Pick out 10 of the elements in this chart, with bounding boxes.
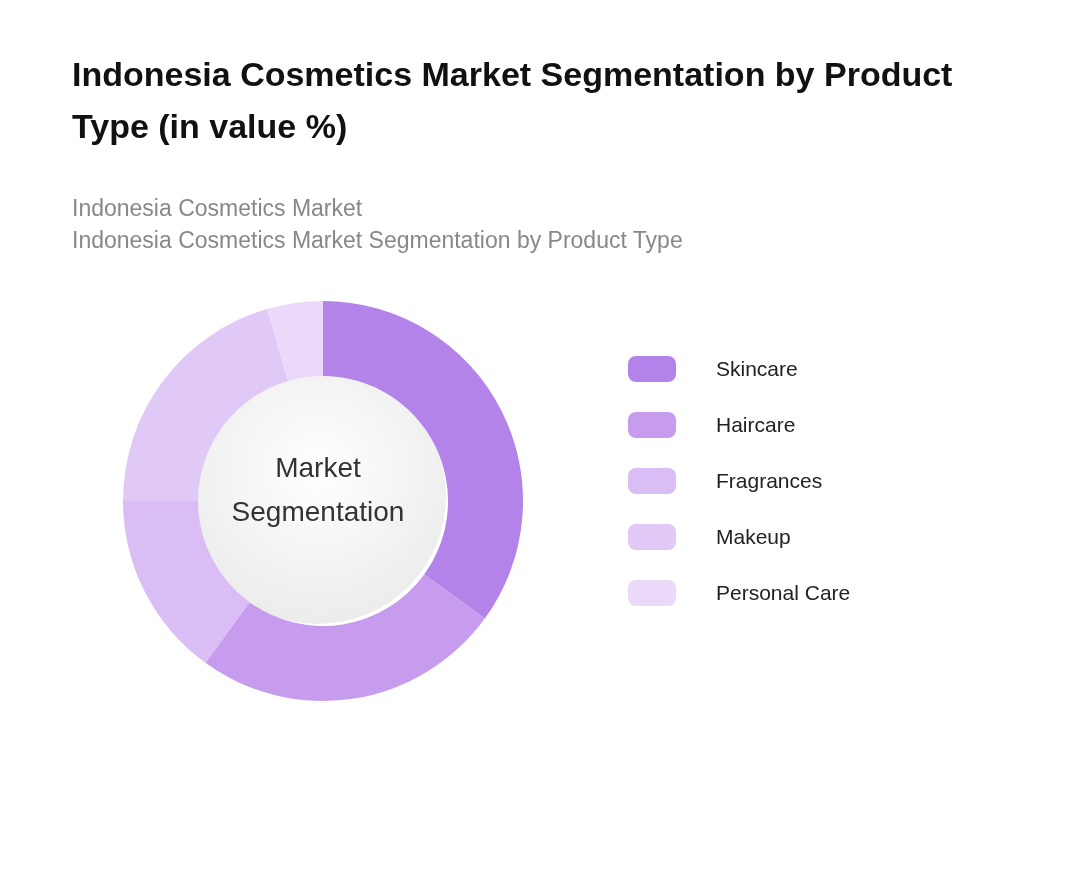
legend-label: Makeup [716, 525, 791, 549]
chart-subtitle: Indonesia Cosmetics Market Indonesia Cosmetics Market Segmentation by Product Type [72, 194, 684, 255]
legend-label: Personal Care [716, 581, 851, 605]
legend-label: Skincare [716, 357, 798, 381]
legend-label: Fragrances [716, 469, 823, 493]
legend-label: Haircare [716, 413, 796, 437]
donut-slice [267, 301, 323, 381]
text: Market Segmentation [230, 451, 406, 529]
donut-slice [205, 574, 485, 701]
chart-title: Indonesia Cosmetics Market Segmentation by Product Type (in value %) [72, 54, 954, 147]
